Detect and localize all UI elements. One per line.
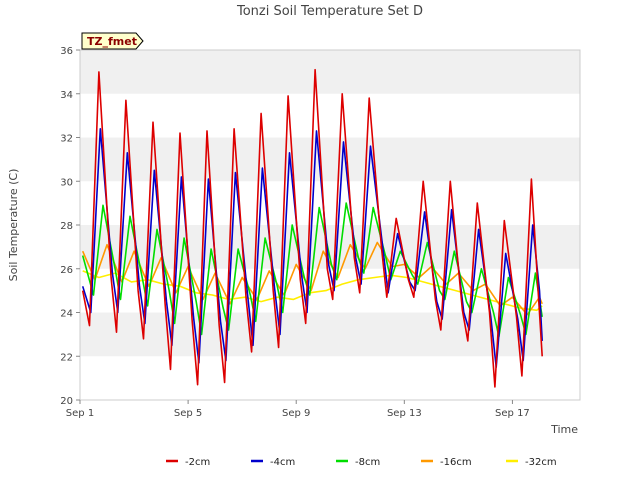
y-tick-label: 34 [60, 90, 73, 101]
grid-band [80, 312, 580, 357]
badge-label: TZ_fmet [87, 35, 137, 48]
series-line-minus-16cm [81, 241, 543, 316]
grid-band [80, 50, 580, 94]
legend-label: -8cm [355, 457, 380, 468]
y-tick-label: 20 [60, 396, 73, 407]
legend-label: -32cm [525, 457, 557, 468]
grid-band [80, 268, 580, 313]
y-tick-label: 22 [60, 352, 73, 363]
x-tick-label: Sep 1 [66, 408, 94, 419]
series-line-minus-2cm [81, 68, 543, 388]
legend-label: -2cm [185, 457, 210, 468]
badge-box [81, 32, 144, 50]
badge: TZ_fmet [81, 32, 144, 50]
y-axis-label: Soil Temperature (C) [7, 169, 20, 282]
x-tick-label: Sep 5 [174, 408, 202, 419]
chart-title: Tonzi Soil Temperature Set D [236, 4, 423, 19]
legend-label: -4cm [270, 457, 295, 468]
x-axis: Sep 1 Sep 5 Sep 9 Sep 13 Sep 17 [66, 400, 530, 419]
y-tick-label: 32 [60, 134, 73, 145]
grid-bands [80, 50, 580, 400]
series-line-minus-32cm [82, 270, 543, 312]
x-tick-label: Sep 9 [282, 408, 310, 419]
y-tick-label: 28 [60, 221, 73, 232]
legend-label: -16cm [440, 457, 472, 468]
grid-band [80, 181, 580, 225]
series-layer [81, 68, 543, 388]
legend: -2cm -4cm -8cm -16cm -32cm [166, 457, 557, 468]
grid-band [80, 93, 580, 138]
x-axis-label: Time [550, 423, 578, 436]
y-tick-label: 26 [60, 265, 73, 276]
grid-band [80, 356, 580, 400]
grid-band [80, 137, 580, 182]
x-tick-label: Sep 17 [495, 408, 530, 419]
y-axis: 20 22 24 26 28 30 32 34 36 [60, 46, 80, 407]
y-tick-label: 24 [60, 309, 73, 320]
y-tick-label: 36 [60, 46, 73, 57]
y-tick-label: 30 [60, 177, 73, 188]
x-tick-label: Sep 13 [387, 408, 422, 419]
